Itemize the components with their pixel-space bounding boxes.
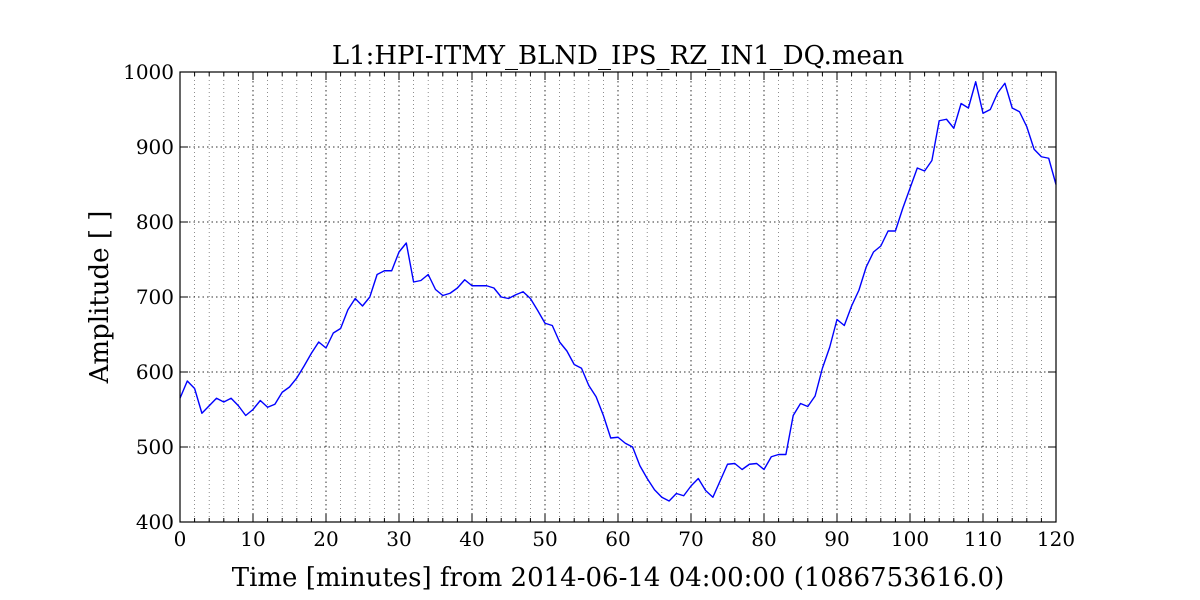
x-tick-label: 30 — [386, 527, 411, 551]
y-tick-label: 900 — [136, 135, 174, 159]
y-tick-label: 400 — [136, 510, 174, 534]
x-tick-label: 50 — [532, 527, 557, 551]
y-tick-label: 500 — [136, 435, 174, 459]
chart-title: L1:HPI-ITMY_BLND_IPS_RZ_IN1_DQ.mean — [332, 41, 905, 71]
x-tick-label: 70 — [678, 527, 703, 551]
x-tick-label: 90 — [824, 527, 849, 551]
x-axis-label: Time [minutes] from 2014-06-14 04:00:00 … — [232, 563, 1005, 593]
y-tick-label: 1000 — [123, 60, 174, 84]
x-tick-label: 20 — [313, 527, 338, 551]
x-tick-label: 60 — [605, 527, 630, 551]
y-tick-labels: 400 500 600 700 800 900 1000 — [123, 60, 174, 534]
y-tick-label: 700 — [136, 285, 174, 309]
ticks — [179, 71, 1057, 523]
y-axis-label: Amplitude [ ] — [85, 211, 115, 385]
y-tick-label: 600 — [136, 360, 174, 384]
x-tick-label: 100 — [891, 527, 929, 551]
x-tick-label: 120 — [1037, 527, 1075, 551]
x-tick-label: 40 — [459, 527, 484, 551]
x-tick-labels: 0 10 20 30 40 50 60 70 80 90 100 110 120 — [174, 527, 1075, 551]
x-tick-label: 0 — [174, 527, 187, 551]
y-tick-label: 800 — [136, 210, 174, 234]
x-tick-label: 80 — [751, 527, 776, 551]
x-tick-label: 110 — [964, 527, 1002, 551]
series-line — [179, 81, 1057, 502]
series-layer — [179, 81, 1057, 502]
x-tick-label: 10 — [240, 527, 265, 551]
grid — [180, 72, 1056, 522]
